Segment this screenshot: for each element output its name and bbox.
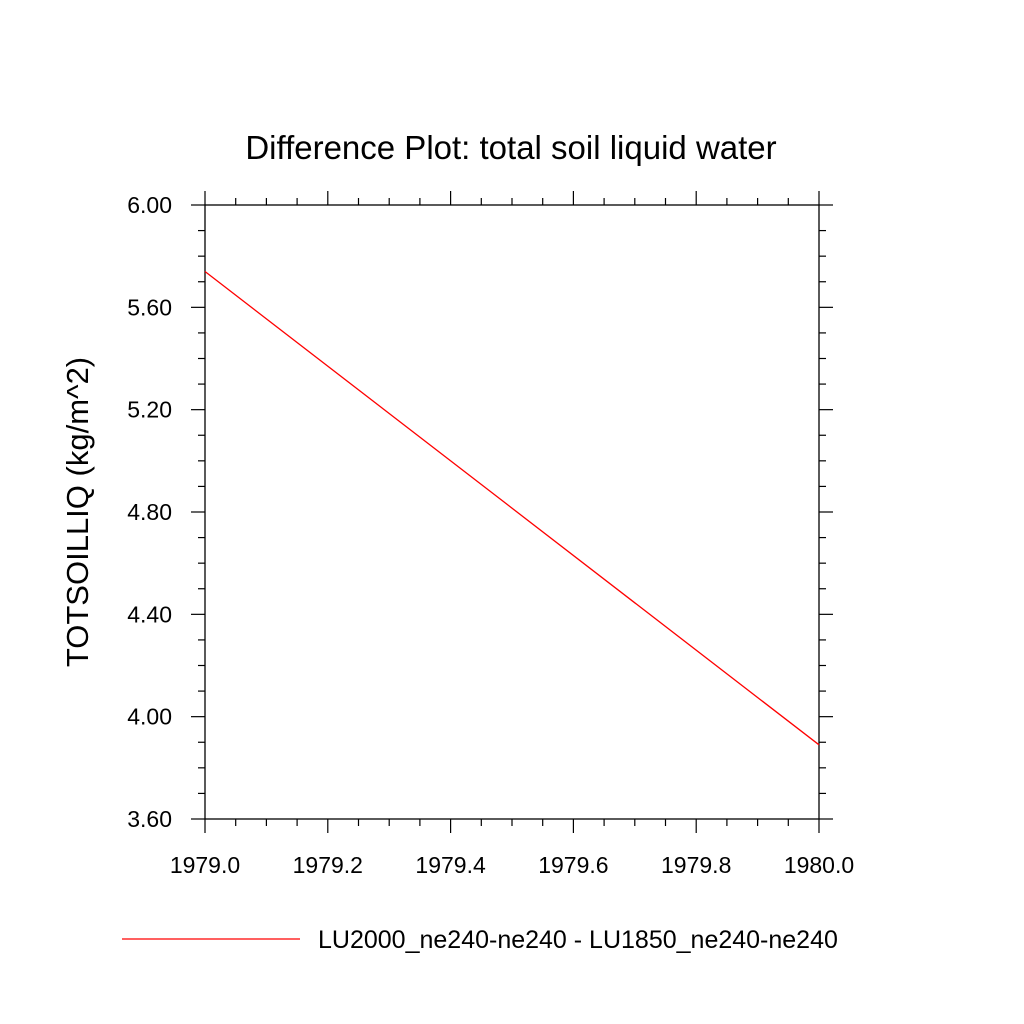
legend: LU2000_ne240-ne240 - LU1850_ne240-ne240	[122, 926, 838, 954]
x-tick-label: 1979.6	[538, 852, 608, 878]
x-tick-label: 1979.8	[661, 852, 731, 878]
x-tick-label: 1979.2	[293, 852, 363, 878]
y-axis-label: TOTSOILLIQ (kg/m^2)	[60, 357, 95, 667]
x-tick-label: 1980.0	[784, 852, 854, 878]
y-tick-label: 5.20	[127, 397, 172, 423]
plot-axes: 1979.0 1979.2 1979.4 1979.6 1979.8 1980.0 3.60…	[127, 191, 854, 878]
x-tick-label: 1979.0	[170, 852, 240, 878]
series-line	[204, 271, 820, 746]
x-tick-label: 1979.4	[415, 852, 486, 878]
y-tick-label: 4.00	[127, 704, 172, 730]
y-tick-label: 6.00	[127, 192, 172, 218]
y-tick-label: 4.80	[127, 499, 172, 525]
legend-label: LU2000_ne240-ne240 - LU1850_ne240-ne240	[318, 926, 838, 954]
plot-frame	[204, 204, 820, 820]
y-tick-label: 3.60	[127, 806, 172, 832]
series-layer	[204, 271, 820, 746]
y-tick-label: 5.60	[127, 294, 172, 320]
chart-title: Difference Plot: total soil liquid water	[245, 129, 776, 166]
y-tick-label: 4.40	[127, 601, 172, 627]
